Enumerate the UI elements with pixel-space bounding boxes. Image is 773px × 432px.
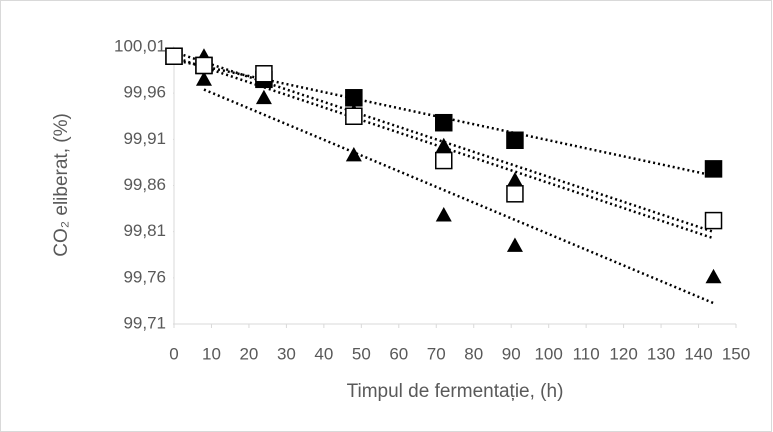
point (704, 160, 723, 178)
y-tick-label: 100,01 (114, 36, 166, 55)
x-tick-label: 50 (352, 344, 371, 363)
x-tick-label: 10 (202, 344, 221, 363)
point (345, 107, 363, 125)
y-tick-label: 99,86 (123, 175, 166, 194)
trendline (203, 88, 715, 305)
x-tick-label: 40 (314, 344, 333, 363)
y-tick-label: 99,81 (123, 221, 166, 240)
point (345, 147, 362, 162)
point (506, 171, 523, 187)
point (506, 131, 524, 150)
x-tick-label: 80 (464, 344, 483, 363)
x-tick-label: 70 (427, 344, 446, 363)
point (435, 207, 452, 222)
x-tick-label: 0 (169, 344, 178, 363)
y-tick-label: 99,76 (123, 267, 166, 286)
point (165, 47, 183, 65)
x-tick-label: 150 (722, 344, 750, 363)
y-axis-title: CO₂ eliberat, (%) (51, 113, 72, 257)
point (435, 137, 452, 153)
x-tick-label: 20 (239, 344, 258, 363)
y-tick-label: 99,91 (123, 129, 166, 148)
x-tick-label: 130 (647, 344, 675, 363)
point (506, 237, 523, 252)
point (705, 268, 722, 284)
x-tick-label: 140 (684, 344, 712, 363)
point (195, 71, 212, 86)
y-tick-label: 99,71 (123, 313, 166, 332)
x-tick-label: 90 (502, 344, 521, 363)
x-tick-label: 60 (389, 344, 408, 363)
point (435, 113, 453, 132)
point (506, 185, 524, 203)
y-tick-label: 99,96 (123, 83, 166, 102)
x-tick-label: 110 (573, 344, 600, 363)
x-axis-title: Timpul de fermentație, (h) (347, 381, 564, 402)
point (255, 89, 272, 105)
x-tick-label: 30 (277, 344, 296, 363)
point (704, 211, 723, 230)
x-tick-label: 100 (534, 344, 562, 363)
point (435, 151, 453, 170)
point (345, 89, 363, 107)
point (195, 56, 213, 75)
point (255, 65, 273, 83)
x-tick-label: 120 (609, 344, 637, 363)
